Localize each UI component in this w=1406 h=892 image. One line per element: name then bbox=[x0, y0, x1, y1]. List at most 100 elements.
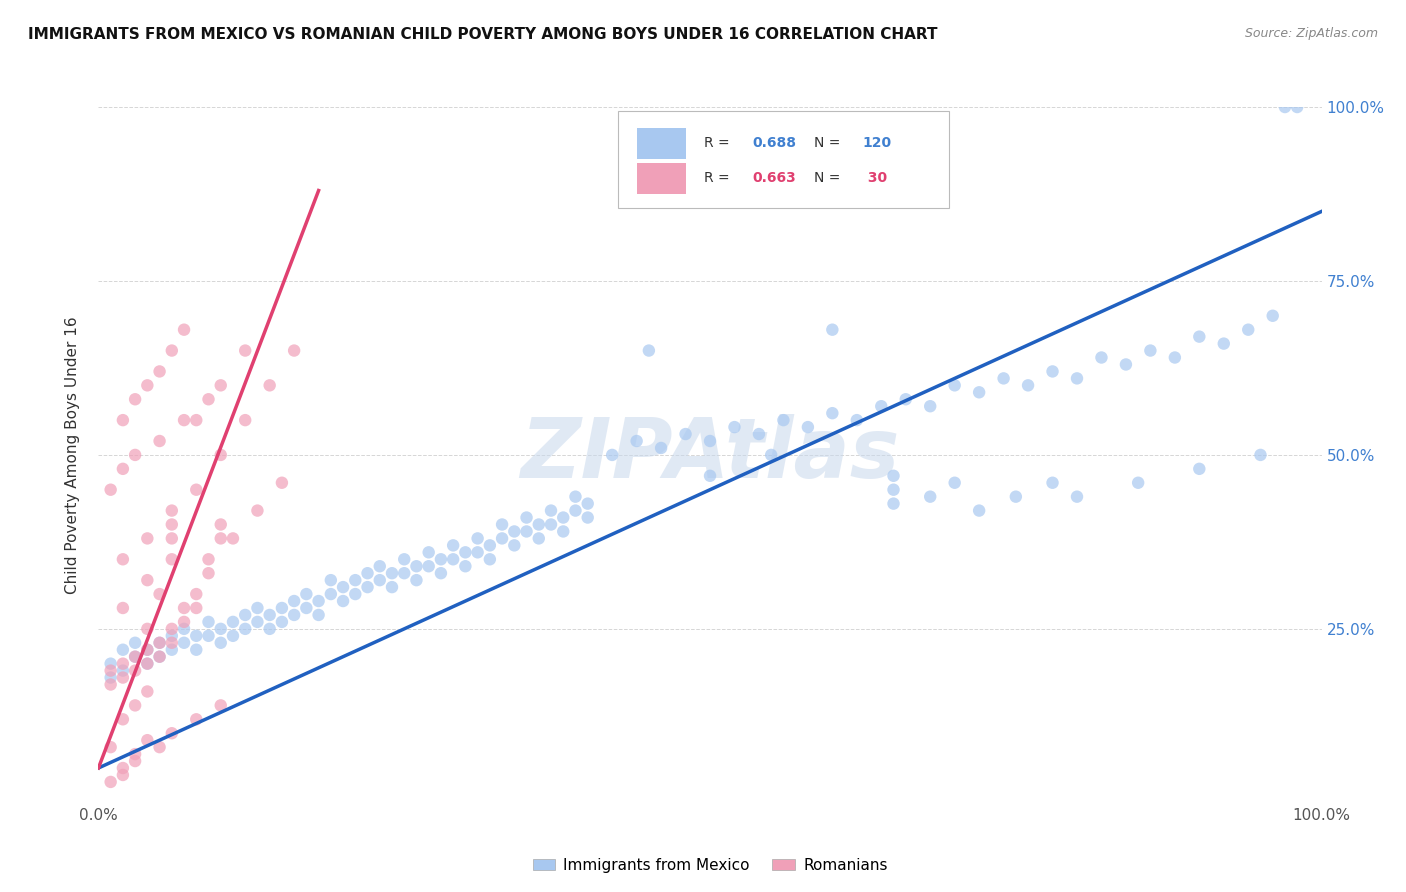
FancyBboxPatch shape bbox=[619, 111, 949, 208]
Point bbox=[186, 642, 208, 657]
Point bbox=[209, 636, 232, 650]
Point bbox=[503, 538, 526, 552]
Point bbox=[222, 629, 245, 643]
Point bbox=[576, 510, 599, 524]
Point bbox=[173, 615, 195, 629]
Point bbox=[454, 559, 477, 574]
Point bbox=[1274, 100, 1296, 114]
Point bbox=[136, 573, 159, 587]
Point bbox=[883, 483, 905, 497]
Point bbox=[516, 510, 538, 524]
Point bbox=[246, 615, 269, 629]
Point bbox=[209, 698, 232, 713]
Point bbox=[883, 468, 905, 483]
Point bbox=[270, 615, 294, 629]
Point bbox=[503, 524, 526, 539]
Point bbox=[149, 649, 172, 664]
Point bbox=[540, 503, 562, 517]
Point bbox=[136, 642, 159, 657]
Point bbox=[259, 622, 281, 636]
Point bbox=[1250, 448, 1272, 462]
Point bbox=[111, 552, 134, 566]
Point bbox=[124, 698, 146, 713]
Point bbox=[173, 413, 195, 427]
Point bbox=[100, 775, 122, 789]
Point bbox=[894, 392, 917, 407]
Point bbox=[186, 629, 208, 643]
Point bbox=[368, 573, 391, 587]
Point bbox=[259, 607, 281, 622]
Point bbox=[491, 532, 513, 546]
Text: 0.688: 0.688 bbox=[752, 136, 797, 150]
Point bbox=[111, 642, 134, 657]
Point bbox=[124, 392, 146, 407]
Point bbox=[197, 552, 219, 566]
Point bbox=[576, 497, 599, 511]
Point bbox=[124, 747, 146, 761]
Point bbox=[1164, 351, 1187, 365]
Point bbox=[454, 545, 477, 559]
Point bbox=[136, 532, 159, 546]
Point bbox=[270, 475, 294, 490]
Point bbox=[209, 622, 232, 636]
Point bbox=[418, 545, 440, 559]
Point bbox=[883, 497, 905, 511]
Point bbox=[209, 378, 232, 392]
Point bbox=[136, 657, 159, 671]
Point bbox=[233, 343, 256, 358]
Point bbox=[100, 671, 122, 685]
Point bbox=[405, 573, 427, 587]
Point bbox=[1017, 378, 1039, 392]
Point bbox=[1139, 343, 1161, 358]
Point bbox=[418, 559, 440, 574]
Point bbox=[405, 559, 427, 574]
Point bbox=[136, 684, 159, 698]
Point bbox=[748, 427, 770, 442]
Point bbox=[124, 448, 146, 462]
Point bbox=[111, 761, 134, 775]
Text: IMMIGRANTS FROM MEXICO VS ROMANIAN CHILD POVERTY AMONG BOYS UNDER 16 CORRELATION: IMMIGRANTS FROM MEXICO VS ROMANIAN CHILD… bbox=[28, 27, 938, 42]
Point bbox=[233, 413, 256, 427]
Point bbox=[491, 517, 513, 532]
Point bbox=[160, 503, 183, 517]
Point bbox=[186, 483, 208, 497]
Text: R =: R = bbox=[704, 171, 734, 185]
Point bbox=[136, 378, 159, 392]
Point bbox=[967, 385, 990, 400]
Point bbox=[467, 532, 489, 546]
Point bbox=[441, 538, 464, 552]
Point bbox=[1286, 100, 1309, 114]
Point bbox=[1261, 309, 1284, 323]
Point bbox=[1004, 490, 1026, 504]
Point bbox=[845, 413, 868, 427]
Point bbox=[270, 601, 294, 615]
Point bbox=[160, 552, 183, 566]
Point bbox=[1237, 323, 1260, 337]
Point bbox=[699, 468, 721, 483]
Point bbox=[392, 566, 416, 581]
Point bbox=[943, 378, 966, 392]
Point bbox=[149, 649, 172, 664]
Point bbox=[136, 642, 159, 657]
Point bbox=[100, 657, 122, 671]
Point bbox=[222, 532, 245, 546]
Point bbox=[233, 607, 256, 622]
Point bbox=[319, 587, 342, 601]
Point bbox=[160, 726, 183, 740]
Point bbox=[246, 601, 269, 615]
Point bbox=[149, 636, 172, 650]
Point bbox=[638, 343, 661, 358]
Point bbox=[186, 587, 208, 601]
Point bbox=[344, 573, 367, 587]
Point bbox=[209, 448, 232, 462]
Point bbox=[186, 413, 208, 427]
Point bbox=[308, 607, 330, 622]
Point bbox=[1212, 336, 1234, 351]
Point bbox=[124, 754, 146, 768]
Text: Source: ZipAtlas.com: Source: ZipAtlas.com bbox=[1244, 27, 1378, 40]
Point bbox=[699, 434, 721, 448]
Point bbox=[160, 636, 183, 650]
Point bbox=[111, 664, 134, 678]
Point bbox=[111, 601, 134, 615]
Point bbox=[111, 712, 134, 726]
